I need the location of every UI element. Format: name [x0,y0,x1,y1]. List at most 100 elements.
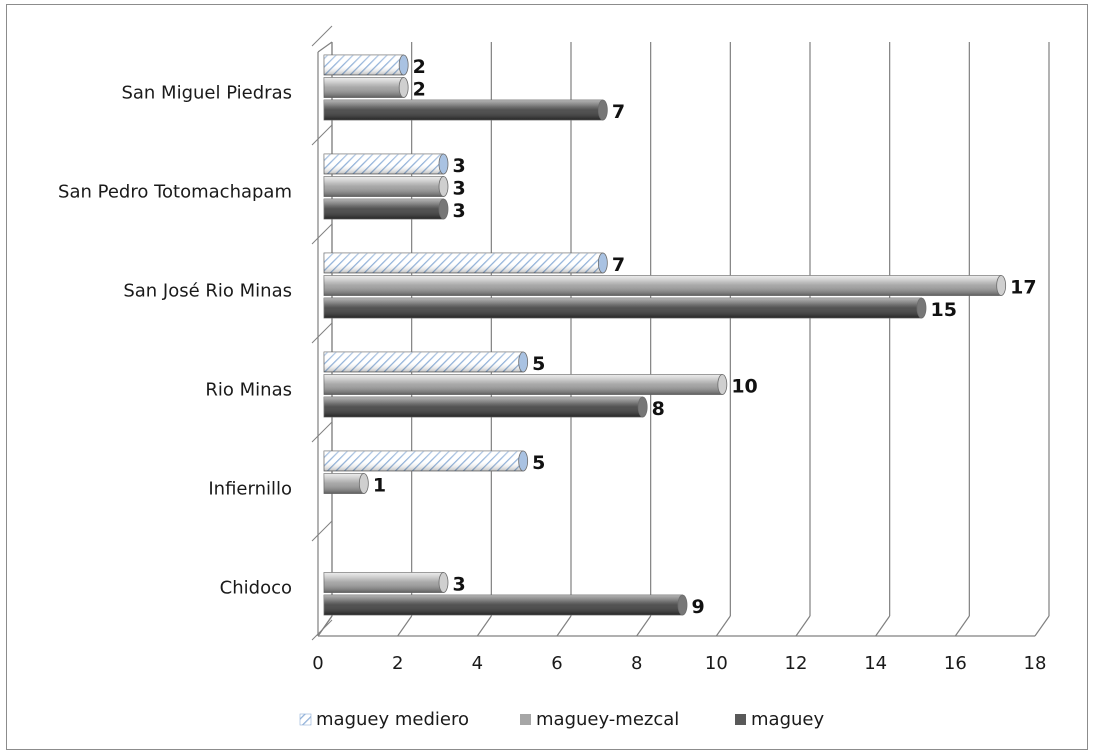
gridline-floor [317,615,333,637]
bar-maguey-mediero-rio-minas [323,351,529,373]
bar-maguey-mezcal-san-jose-rio-minas [323,275,1007,296]
data-label: 7 [612,101,625,123]
legend-label: maguey mediero [316,709,469,730]
bar-maguey-mediero-san-miguel-piedras [323,54,409,76]
bar-maguey-mezcal-chidoco [323,572,449,593]
data-label: 5 [532,353,545,375]
bar-maguey-chidoco [323,594,688,616]
wall-top-edge [317,41,333,53]
bar-shade [324,397,643,417]
bar-maguey-rio-minas [323,396,648,418]
category-divider [311,520,333,542]
gridline-floor [476,615,492,637]
bars-layer [323,54,1007,616]
bar-cap [358,473,369,494]
legend-item-maguey: maguey [735,709,824,730]
gridlines [317,42,1050,637]
bar-cap [438,176,449,197]
bar-maguey-san-jose-rio-minas [323,297,927,319]
bar-shade [324,253,603,273]
legend-swatch [299,713,312,726]
gridline-floor [1034,615,1050,637]
bar-cap [597,99,608,121]
bar-shade [324,176,444,197]
data-label: 15 [931,299,957,321]
bar-cap [916,297,927,319]
gridline-floor [556,615,572,637]
data-label: 3 [453,178,466,200]
legend-swatch [520,714,531,725]
x-tick-label: 4 [472,653,483,674]
bar-cap [518,351,529,373]
category-label-san-jose-rio-minas: San José Rio Minas [123,281,292,302]
bar-maguey-mezcal-infiernillo [323,473,369,494]
bar-shade [324,473,364,494]
category-label-infiernillo: Infiernillo [208,479,292,500]
bar-maguey-mezcal-rio-minas [323,374,728,395]
bar-shade [324,374,723,395]
bar-maguey-san-miguel-piedras [323,99,608,121]
legend-swatch [735,714,746,725]
bar-maguey-mediero-san-jose-rio-minas [323,252,608,274]
bar-cap [518,450,529,472]
gridline-floor [715,615,731,637]
x-tick-label: 6 [551,653,562,674]
x-tick-label: 8 [631,653,642,674]
bar-maguey-mezcal-san-miguel-piedras [323,77,409,98]
bar-maguey-mediero-infiernillo [323,450,529,472]
x-tick-label: 16 [944,653,967,674]
category-label-chidoco: Chidoco [220,578,292,599]
legend-item-maguey-mediero: maguey mediero [299,709,469,730]
x-tick-label: 12 [785,653,808,674]
bar-maguey-san-pedro-totomachapam [323,198,449,220]
legend-item-maguey-mezcal: maguey-mezcal [520,709,679,730]
category-label-rio-minas: Rio Minas [205,380,292,401]
bar-cap [438,198,449,220]
bar-shade [324,55,404,75]
gridline-floor [636,615,652,637]
legend-label: maguey-mezcal [536,709,679,730]
bar-shade [324,100,603,120]
bar-cap [597,252,608,274]
category-divider [311,124,333,146]
category-label-san-pedro-totomachapam: San Pedro Totomachapam [58,182,292,203]
bar-shade [324,595,683,615]
legend-label: maguey [751,709,824,730]
data-label: 2 [413,56,426,78]
bar-shade [324,275,1002,296]
data-label: 2 [413,79,426,101]
bar-cap [996,275,1007,296]
category-divider [311,223,333,245]
bar-maguey-mediero-san-pedro-totomachapam [323,153,449,175]
data-label: 8 [652,398,665,420]
gridline-floor [875,615,891,637]
x-tick-label: 0 [312,653,323,674]
bar-cap [637,396,648,418]
data-label: 10 [731,376,757,398]
data-label: 17 [1010,277,1036,299]
x-tick-label: 10 [705,653,728,674]
data-label: 3 [453,200,466,222]
bar-shade [324,572,444,593]
bar-cap [398,77,409,98]
gridline-floor [397,615,413,637]
bar-cap [438,572,449,593]
bar-shade [324,451,524,471]
bar-cap [438,153,449,175]
legend: maguey mediero maguey-mezcal maguey [299,709,824,730]
category-label-san-miguel-piedras: San Miguel Piedras [121,83,292,104]
data-label: 5 [532,452,545,474]
x-tick-label: 18 [1024,653,1047,674]
category-divider [311,25,333,47]
data-label: 3 [453,155,466,177]
bar-shade [324,298,922,318]
gridline-floor [795,615,811,637]
category-divider [311,421,333,443]
bar-shade [324,77,404,98]
data-label: 3 [453,574,466,596]
data-label: 9 [692,596,705,618]
bar-maguey-mezcal-san-pedro-totomachapam [323,176,449,197]
bar-cap [677,594,688,616]
